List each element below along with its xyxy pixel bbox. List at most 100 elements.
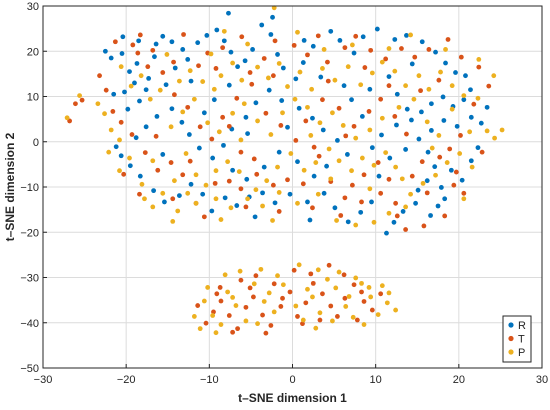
point-P <box>416 73 422 79</box>
point-P <box>345 64 351 70</box>
point-P <box>301 167 307 173</box>
point-T <box>325 59 330 65</box>
point-T <box>278 304 284 309</box>
point-P <box>280 110 285 116</box>
y-tick-label: 20 <box>27 46 39 58</box>
point-R <box>280 65 286 71</box>
point-P <box>157 87 163 93</box>
point-P <box>117 168 122 174</box>
point-P <box>399 176 405 182</box>
point-R <box>413 200 418 206</box>
point-T <box>112 39 118 45</box>
point-R <box>260 190 265 196</box>
point-P <box>436 133 442 138</box>
point-R <box>252 214 258 220</box>
point-T <box>226 123 232 129</box>
grid-lines <box>42 5 543 369</box>
x-tick-label: −10 <box>200 374 219 386</box>
point-P <box>191 314 197 319</box>
point-T <box>212 180 218 186</box>
point-R <box>369 199 374 205</box>
point-P <box>367 186 373 192</box>
point-T <box>353 33 359 39</box>
point-P <box>251 281 257 287</box>
point-R <box>226 10 231 16</box>
point-T <box>361 299 367 304</box>
point-R <box>337 37 343 43</box>
point-R <box>143 124 149 130</box>
point-P <box>403 83 409 89</box>
point-P <box>245 196 250 202</box>
point-T <box>378 190 384 196</box>
point-T <box>447 146 453 152</box>
point-R <box>122 89 127 95</box>
point-P <box>185 190 191 196</box>
point-T <box>325 78 331 84</box>
point-T <box>437 154 443 160</box>
point-R <box>367 86 373 92</box>
point-R <box>349 97 354 103</box>
point-T <box>419 159 425 165</box>
point-R <box>120 34 126 40</box>
point-R <box>136 38 142 44</box>
point-P <box>499 127 505 133</box>
point-P <box>384 300 390 306</box>
point-T <box>328 303 334 309</box>
point-T <box>180 172 186 178</box>
x-tick-label: 30 <box>536 374 548 386</box>
point-R <box>379 132 384 138</box>
point-T <box>103 87 109 93</box>
point-R <box>285 124 290 130</box>
point-R <box>295 159 300 165</box>
point-T <box>351 123 357 129</box>
point-P <box>313 160 319 165</box>
point-T <box>293 137 299 143</box>
point-P <box>396 104 402 110</box>
point-P <box>210 313 216 318</box>
point-T <box>201 214 207 220</box>
point-P <box>386 46 392 51</box>
point-R <box>200 191 206 197</box>
point-T <box>251 156 257 162</box>
point-R <box>266 87 272 93</box>
point-R <box>440 94 446 100</box>
x-tick-label: −30 <box>34 374 53 386</box>
point-R <box>442 196 448 202</box>
point-T <box>238 149 244 155</box>
legend-label-T: T <box>518 334 525 346</box>
point-P <box>180 109 186 115</box>
point-P <box>218 73 224 79</box>
point-T <box>316 153 322 159</box>
point-T <box>217 285 223 290</box>
point-T <box>276 209 282 214</box>
point-R <box>478 120 484 126</box>
point-R <box>261 164 267 170</box>
point-R <box>461 97 467 103</box>
point-R <box>172 65 178 71</box>
point-P <box>225 159 231 165</box>
legend-box <box>502 315 532 363</box>
point-R <box>279 98 285 103</box>
point-P <box>334 218 339 223</box>
point-T <box>137 32 143 38</box>
point-R <box>221 142 226 148</box>
point-P <box>164 52 170 57</box>
point-R <box>226 82 232 88</box>
point-T <box>271 281 277 287</box>
point-R <box>209 208 215 214</box>
point-R <box>242 58 248 64</box>
point-R <box>154 114 160 119</box>
point-R <box>415 187 421 193</box>
point-R <box>386 74 392 79</box>
point-P <box>292 96 298 102</box>
point-P <box>317 310 323 316</box>
point-P <box>375 312 381 318</box>
point-R <box>275 52 280 57</box>
point-R <box>180 47 186 52</box>
point-T <box>392 114 398 119</box>
point-T <box>220 114 226 120</box>
point-T <box>195 303 201 308</box>
point-T <box>305 52 310 58</box>
point-T <box>336 105 342 111</box>
point-T <box>268 323 274 328</box>
